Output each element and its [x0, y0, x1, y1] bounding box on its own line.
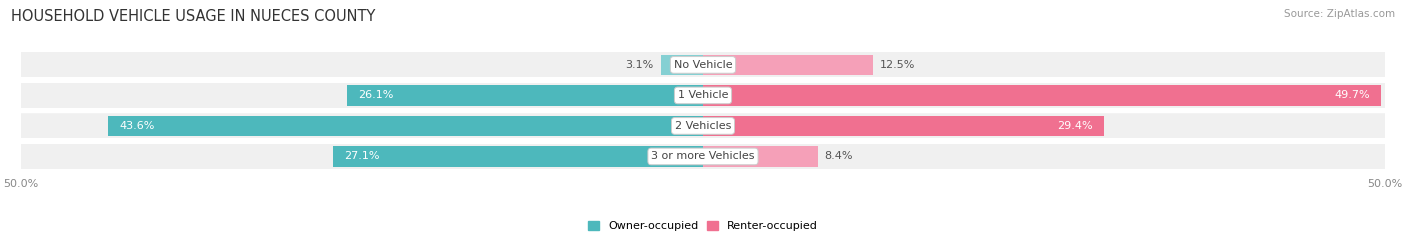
Bar [661, 55, 703, 75]
Bar [703, 116, 1104, 136]
Bar [21, 144, 1385, 169]
Bar [347, 85, 703, 106]
Bar [703, 146, 817, 167]
Bar [21, 113, 1385, 138]
Text: 3.1%: 3.1% [626, 60, 654, 70]
Text: 8.4%: 8.4% [824, 151, 853, 161]
Bar [21, 83, 1385, 108]
Legend: Owner-occupied, Renter-occupied: Owner-occupied, Renter-occupied [583, 216, 823, 233]
Text: 1 Vehicle: 1 Vehicle [678, 90, 728, 100]
Text: 12.5%: 12.5% [880, 60, 915, 70]
Bar [21, 52, 1385, 77]
Text: 43.6%: 43.6% [120, 121, 155, 131]
Text: 27.1%: 27.1% [344, 151, 380, 161]
Text: 29.4%: 29.4% [1057, 121, 1092, 131]
Bar [703, 85, 1381, 106]
Bar [108, 116, 703, 136]
Text: Source: ZipAtlas.com: Source: ZipAtlas.com [1284, 9, 1395, 19]
Text: HOUSEHOLD VEHICLE USAGE IN NUECES COUNTY: HOUSEHOLD VEHICLE USAGE IN NUECES COUNTY [11, 9, 375, 24]
Text: 26.1%: 26.1% [359, 90, 394, 100]
Bar [703, 55, 873, 75]
Bar [333, 146, 703, 167]
Text: No Vehicle: No Vehicle [673, 60, 733, 70]
Text: 3 or more Vehicles: 3 or more Vehicles [651, 151, 755, 161]
Text: 2 Vehicles: 2 Vehicles [675, 121, 731, 131]
Text: 49.7%: 49.7% [1334, 90, 1369, 100]
